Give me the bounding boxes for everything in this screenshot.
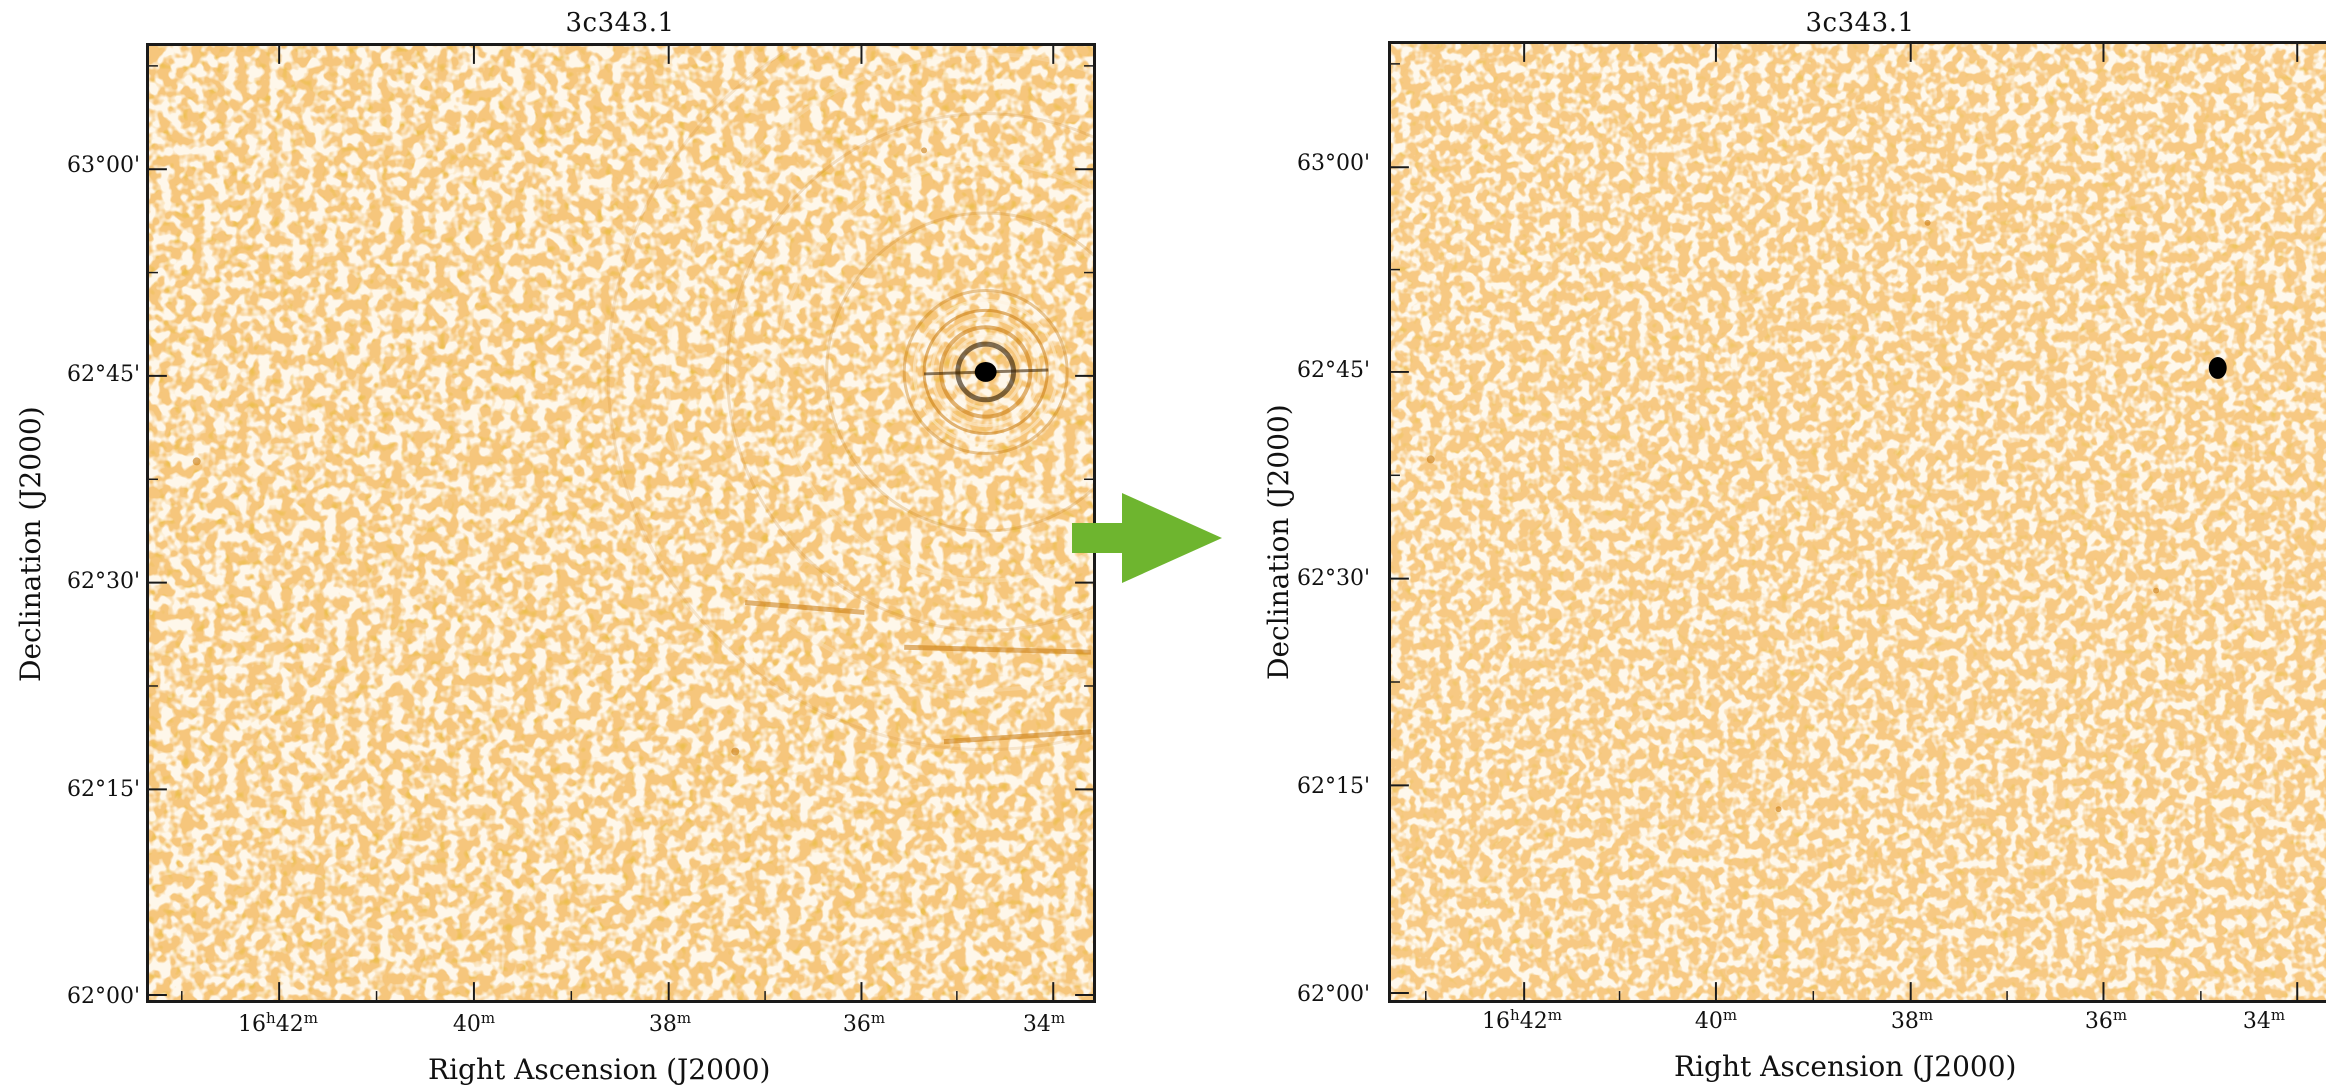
- x-tick-label: 36m: [2084, 1006, 2128, 1034]
- x-tick-label: 38m: [648, 1009, 692, 1037]
- y-tick-label: 63°00': [1296, 151, 1370, 176]
- x-tick-label: 34m: [2242, 1006, 2286, 1034]
- y-tick-label: 62°45': [66, 362, 140, 387]
- y-tick-label: 62°15': [66, 777, 140, 802]
- left-image-title: 3c343.1: [565, 8, 675, 38]
- left-radio-image: [146, 43, 1096, 1003]
- x-tick-label: 16h42m: [238, 1009, 318, 1037]
- right-panel: 3c343.1: [1240, 0, 2326, 1092]
- y-tick-label: 62°15': [1296, 774, 1370, 799]
- y-tick-label: 62°30': [66, 569, 140, 594]
- x-tick-label: 40m: [1694, 1006, 1738, 1034]
- y-tick-label: 62°00': [66, 984, 140, 1009]
- arrow-right-icon: [1072, 493, 1222, 583]
- y-tick-label: 62°30': [1296, 566, 1370, 591]
- right-radio-image: [1388, 41, 2326, 1003]
- x-tick-label: 40m: [452, 1009, 496, 1037]
- y-tick-label: 62°00': [1296, 982, 1370, 1007]
- y-tick-label: 63°00': [66, 153, 140, 178]
- x-axis-label: Right Ascension (J2000): [428, 1053, 771, 1086]
- x-tick-label: 16h42m: [1482, 1006, 1562, 1034]
- y-axis-label: Declination (J2000): [14, 406, 47, 682]
- left-panel: 3c343.1: [0, 0, 1096, 1092]
- y-tick-label: 62°45': [1296, 358, 1370, 383]
- y-axis-label: Declination (J2000): [1262, 404, 1295, 680]
- left-noise-map: [149, 46, 1093, 1000]
- right-image-title: 3c343.1: [1805, 8, 1915, 38]
- x-tick-label: 38m: [1890, 1006, 1934, 1034]
- x-tick-label: 36m: [842, 1009, 886, 1037]
- right-noise-map: [1391, 44, 2326, 1000]
- x-axis-label: Right Ascension (J2000): [1674, 1050, 2017, 1083]
- x-tick-label: 34m: [1022, 1009, 1066, 1037]
